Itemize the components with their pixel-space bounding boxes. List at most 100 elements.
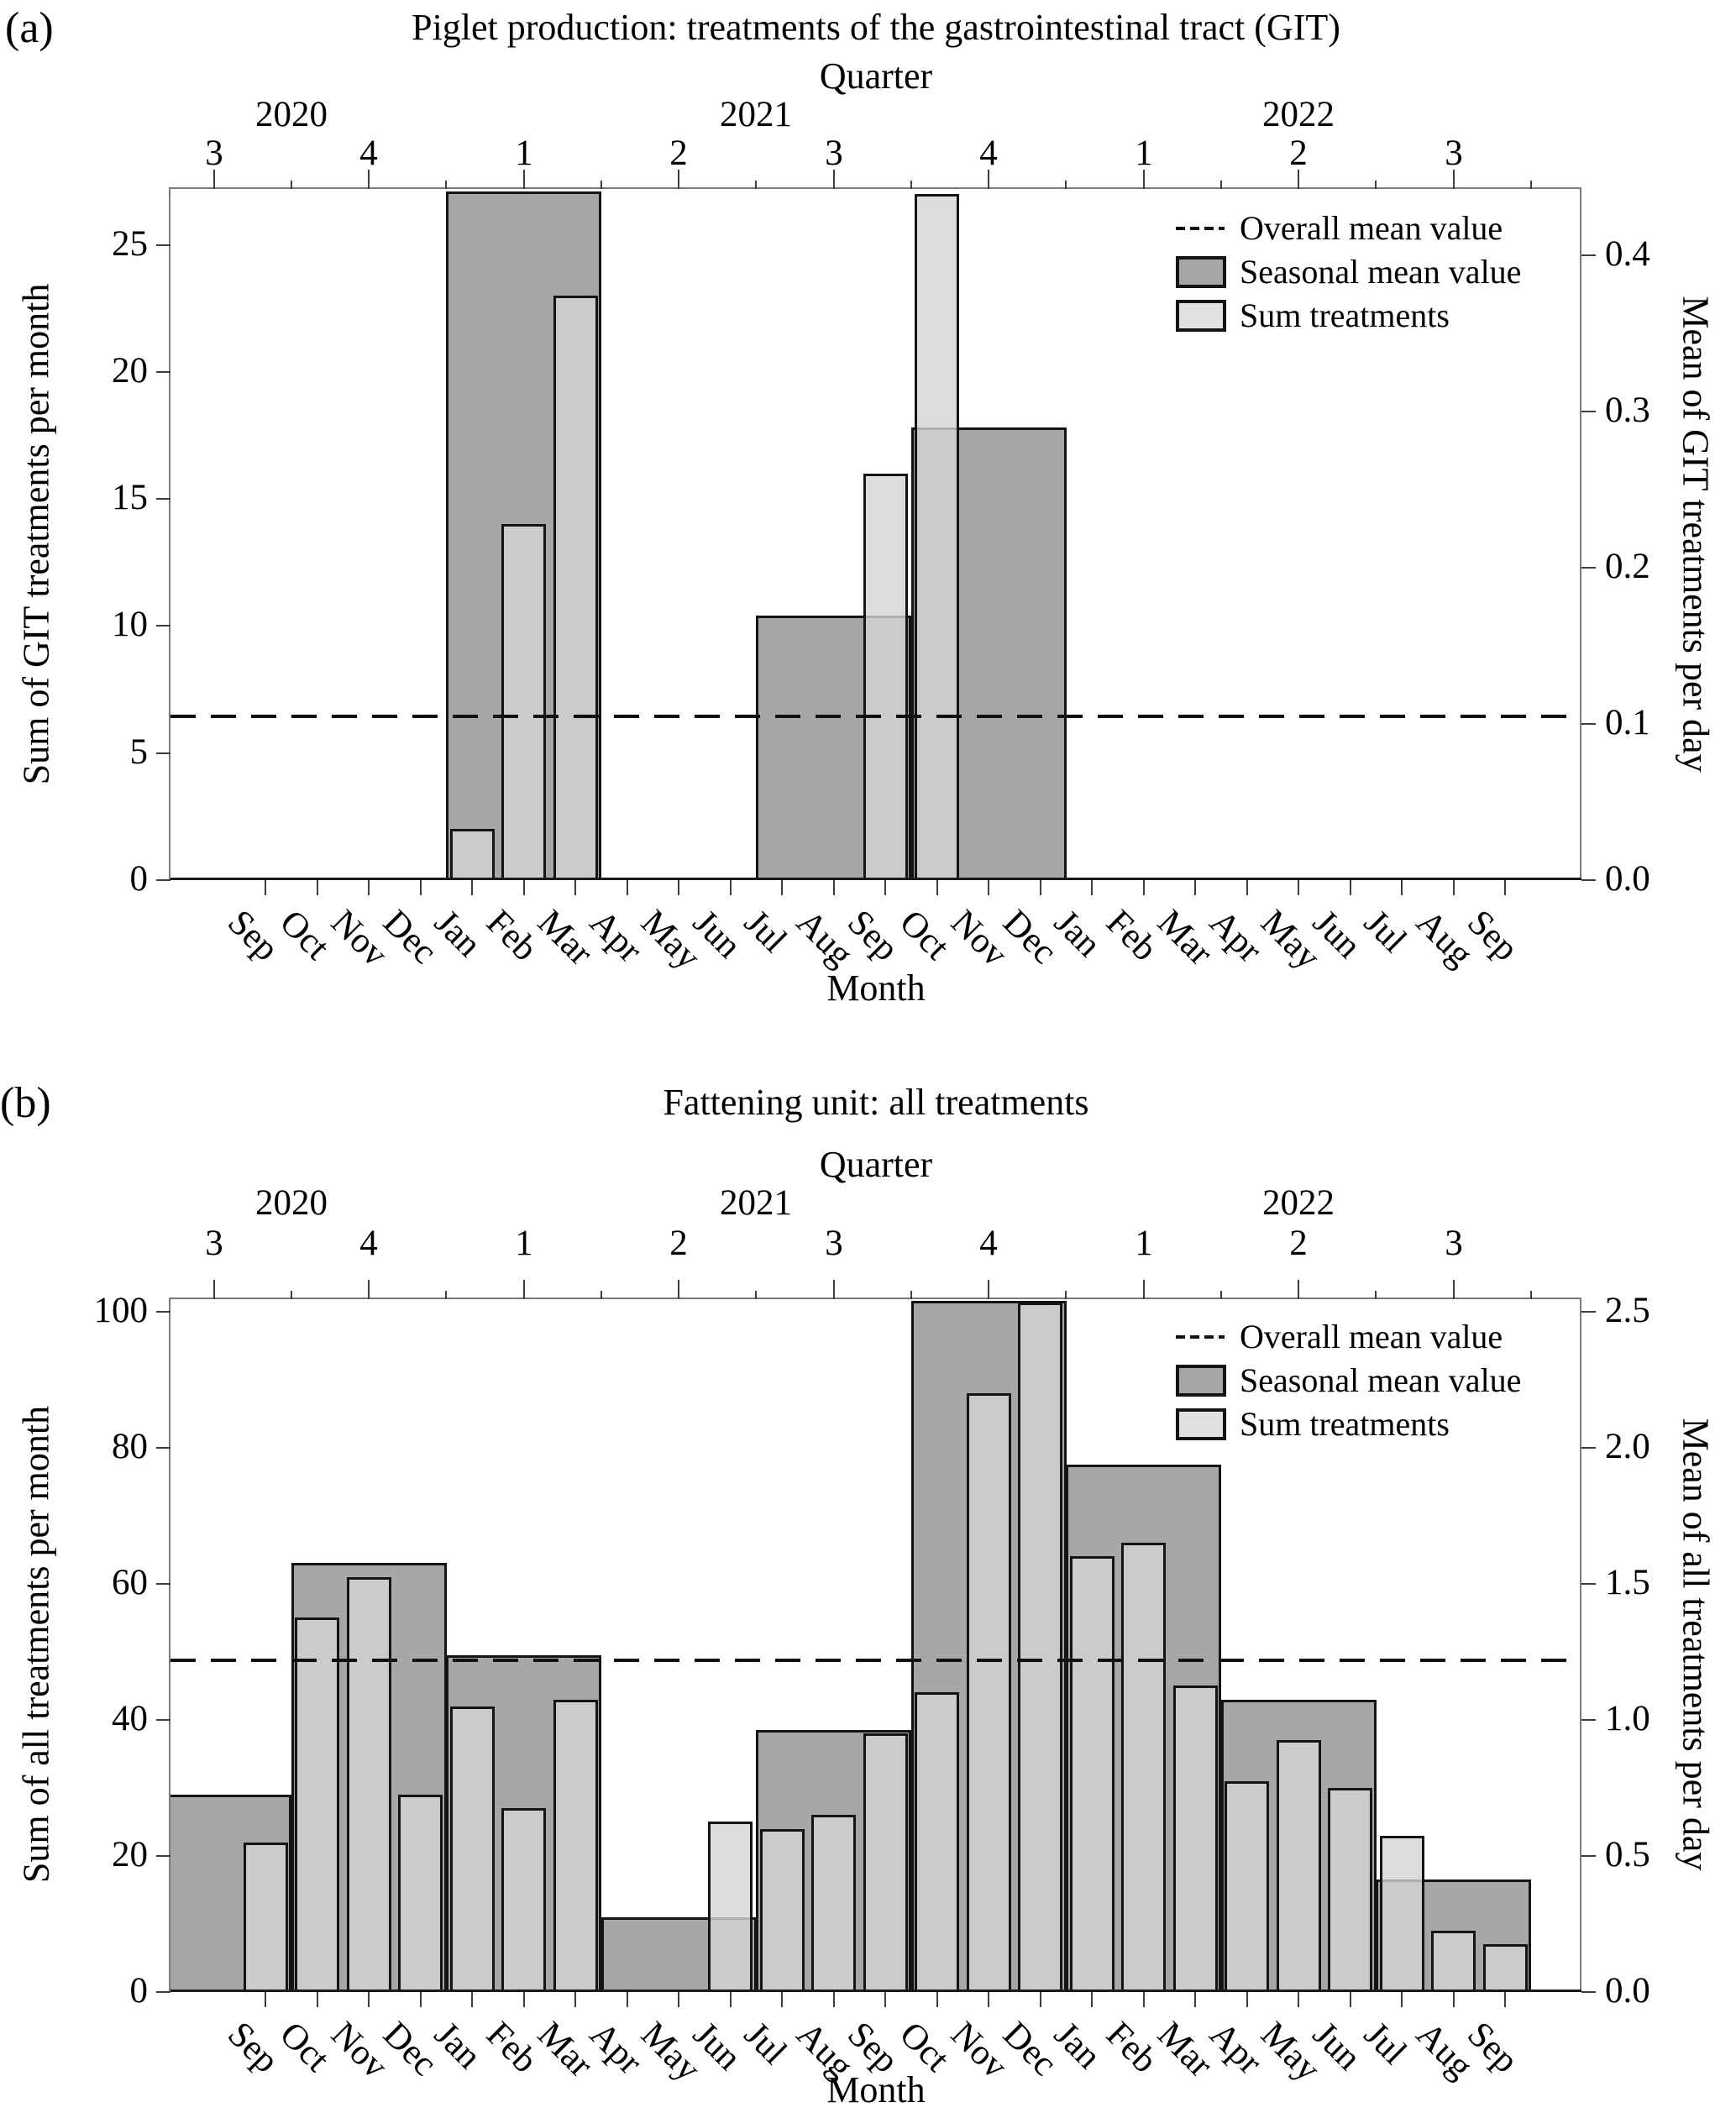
month-tick	[1091, 1992, 1093, 2007]
sum-bar	[553, 296, 598, 880]
month-tick	[471, 1992, 473, 2007]
legend-label: Seasonal mean value	[1240, 253, 1522, 291]
chart-a-year-2022: 2022	[1262, 95, 1335, 134]
month-tick	[1040, 880, 1041, 895]
y-axis-tick-right	[1581, 1311, 1596, 1313]
quarter-tick	[678, 1280, 679, 1299]
y-axis-tick-label-left: 10	[112, 605, 148, 644]
month-label: Jul	[1356, 902, 1414, 961]
y-axis-tick-right	[1581, 723, 1596, 725]
sum-bar	[244, 1843, 288, 1992]
legend-row-overall-mean: Overall mean value	[1176, 1315, 1521, 1359]
y-axis-tick-label-right: 2.0	[1605, 1427, 1650, 1466]
y-axis-tick-left	[156, 1311, 170, 1313]
y-axis-tick-left	[156, 879, 170, 881]
month-tick	[265, 1992, 266, 2007]
sum-bar	[1225, 1781, 1269, 1992]
chart-a-year-2021: 2021	[720, 95, 792, 134]
y-axis-tick-right	[1581, 1719, 1596, 1721]
y-axis-tick-left	[156, 1991, 170, 1993]
sum-bar	[863, 474, 908, 880]
month-tick	[523, 880, 525, 895]
quarter-boundary-minor-tick	[1375, 181, 1377, 189]
y-axis-tick-label-right: 0.3	[1605, 391, 1650, 430]
chart-a-quarter-axis-label: Quarter	[819, 55, 933, 97]
y-axis-tick-label-right: 1.0	[1605, 1699, 1650, 1738]
y-axis-tick-label-left: 0	[129, 859, 149, 899]
chart-a-xlabel: Month	[826, 967, 926, 1009]
legend-row-seasonal-mean: Seasonal mean value	[1176, 250, 1521, 294]
sum-bar	[553, 1700, 598, 1992]
month-tick	[678, 1992, 679, 2007]
legend-label: Sum treatments	[1240, 296, 1450, 334]
plot-area	[170, 189, 1581, 880]
seasonal-swatch-icon	[1176, 1365, 1226, 1397]
y-axis-tick-label-right: 1.5	[1605, 1563, 1650, 1602]
quarter-label: 4	[979, 134, 998, 173]
y-axis-tick-label-left: 100	[93, 1291, 149, 1330]
quarter-label: 1	[1135, 134, 1153, 173]
quarter-label: 4	[359, 1224, 378, 1263]
panel-label-b: (b)	[0, 1079, 51, 1127]
month-tick	[884, 1992, 886, 2007]
month-tick	[265, 880, 266, 895]
quarter-boundary-minor-tick	[1065, 1291, 1067, 1299]
quarter-boundary-minor-tick	[1530, 1291, 1532, 1299]
quarter-tick	[833, 170, 835, 189]
chart-a-ylabel-left: Sum of GIT treatments per month	[15, 283, 57, 785]
seasonal-swatch-icon	[1176, 256, 1226, 288]
quarter-tick	[1453, 170, 1455, 189]
sum-bar	[967, 1393, 1011, 1992]
legend-label: Overall mean value	[1240, 209, 1503, 247]
quarter-tick	[1143, 1280, 1145, 1299]
month-tick	[678, 880, 679, 895]
month-label: Jul	[1356, 2014, 1414, 2073]
quarter-boundary-minor-tick	[910, 181, 912, 189]
y-axis-tick-left	[156, 371, 170, 373]
quarter-tick	[213, 1280, 215, 1299]
quarter-label: 1	[515, 1224, 533, 1263]
quarter-tick	[678, 170, 679, 189]
y-axis-tick-label-left: 15	[112, 478, 148, 517]
dashed-line-sample-icon	[1176, 1335, 1226, 1339]
month-tick	[317, 1992, 318, 2007]
month-tick	[627, 1992, 628, 2007]
quarter-tick	[833, 1280, 835, 1299]
plot-area	[170, 1299, 1581, 1992]
y-axis-tick-label-left: 60	[112, 1563, 148, 1602]
sum-bar	[1328, 1788, 1372, 1992]
quarter-label: 2	[669, 1224, 688, 1263]
month-tick	[1401, 880, 1403, 895]
x-axis-baseline	[170, 1990, 1581, 1992]
month-tick	[1350, 880, 1351, 895]
sum-bar	[347, 1577, 391, 1992]
legend-row-sum-treatments: Sum treatments	[1176, 1402, 1521, 1446]
y-axis-tick-label-left: 80	[112, 1427, 148, 1466]
chart-a-title: Piglet production: treatments of the gas…	[412, 7, 1340, 48]
y-axis-tick-left	[156, 752, 170, 754]
quarter-label: 3	[825, 134, 843, 173]
y-axis-tick-right	[1581, 1855, 1596, 1857]
quarter-tick	[1298, 1280, 1299, 1299]
month-tick	[574, 1992, 576, 2007]
y-axis-tick-label-left: 20	[112, 1835, 148, 1874]
month-tick	[1194, 880, 1196, 895]
month-tick	[988, 880, 989, 895]
y-axis-tick-label-right: 2.5	[1605, 1291, 1650, 1330]
chart-b-quarter-axis-label: Quarter	[819, 1144, 933, 1185]
overall-mean-line	[170, 1659, 1581, 1662]
chart-b-xlabel: Month	[826, 2069, 926, 2110]
quarter-label: 3	[1445, 1224, 1463, 1263]
sum-swatch-icon	[1176, 1408, 1226, 1440]
sum-bar	[398, 1795, 443, 1992]
y-axis-tick-left	[156, 498, 170, 500]
quarter-label: 4	[979, 1224, 998, 1263]
chart-b-ylabel-left: Sum of all treatments per month	[15, 1405, 57, 1884]
month-tick	[420, 1992, 422, 2007]
y-axis-tick-left	[156, 1447, 170, 1449]
month-tick	[781, 1992, 783, 2007]
chart-b-year-2020: 2020	[255, 1183, 328, 1223]
quarter-tick	[368, 170, 370, 189]
legend-row-sum-treatments: Sum treatments	[1176, 294, 1521, 338]
